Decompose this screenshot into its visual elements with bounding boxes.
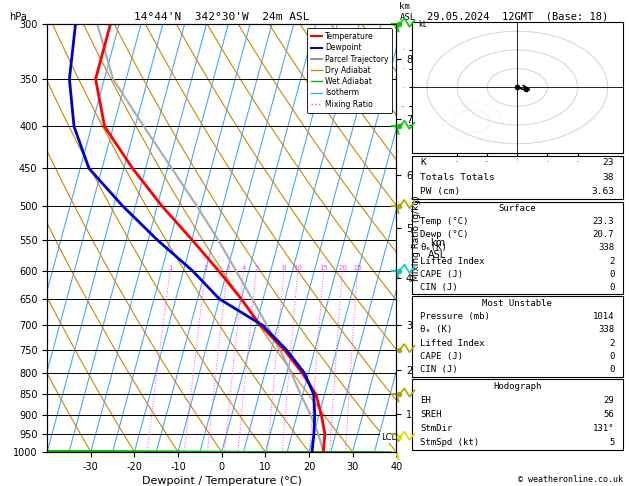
Text: 0: 0 xyxy=(609,365,615,375)
Text: Totals Totals: Totals Totals xyxy=(420,173,495,182)
Text: θₑ(K): θₑ(K) xyxy=(420,243,447,252)
Text: 15: 15 xyxy=(320,264,328,271)
Text: CIN (J): CIN (J) xyxy=(420,283,458,292)
Text: 14°44'N  342°30'W  24m ASL: 14°44'N 342°30'W 24m ASL xyxy=(134,12,309,22)
Text: 20: 20 xyxy=(338,264,347,271)
Text: Dewp (°C): Dewp (°C) xyxy=(420,230,469,239)
Text: Surface: Surface xyxy=(499,204,536,213)
Text: 3.63: 3.63 xyxy=(591,188,615,196)
Text: CIN (J): CIN (J) xyxy=(420,365,458,375)
Text: CAPE (J): CAPE (J) xyxy=(420,352,464,361)
Text: Lifted Index: Lifted Index xyxy=(420,257,485,265)
Text: 29: 29 xyxy=(604,396,615,405)
Text: 8: 8 xyxy=(282,264,286,271)
Text: 23.3: 23.3 xyxy=(593,217,615,226)
Text: StmDir: StmDir xyxy=(420,424,453,433)
Text: 10: 10 xyxy=(293,264,303,271)
Text: Most Unstable: Most Unstable xyxy=(482,298,552,308)
Text: hPa: hPa xyxy=(9,12,27,22)
Text: 25: 25 xyxy=(353,264,362,271)
Text: θₑ (K): θₑ (K) xyxy=(420,325,453,334)
Text: Temp (°C): Temp (°C) xyxy=(420,217,469,226)
Y-axis label: km
ASL: km ASL xyxy=(428,238,447,260)
Text: 0: 0 xyxy=(609,270,615,279)
Text: 56: 56 xyxy=(604,410,615,419)
Text: 20.7: 20.7 xyxy=(593,230,615,239)
Text: Pressure (mb): Pressure (mb) xyxy=(420,312,490,321)
Text: PW (cm): PW (cm) xyxy=(420,188,460,196)
Text: 23: 23 xyxy=(603,158,615,167)
Text: 5: 5 xyxy=(254,264,259,271)
Text: 4: 4 xyxy=(242,264,246,271)
Text: StmSpd (kt): StmSpd (kt) xyxy=(420,438,479,447)
Text: LCL: LCL xyxy=(381,433,396,442)
Text: © weatheronline.co.uk: © weatheronline.co.uk xyxy=(518,474,623,484)
Text: 29.05.2024  12GMT  (Base: 18): 29.05.2024 12GMT (Base: 18) xyxy=(426,12,608,22)
Text: 38: 38 xyxy=(603,173,615,182)
Text: CAPE (J): CAPE (J) xyxy=(420,270,464,279)
Text: 338: 338 xyxy=(598,325,615,334)
Text: K: K xyxy=(420,158,426,167)
Text: SREH: SREH xyxy=(420,410,442,419)
Text: 131°: 131° xyxy=(593,424,615,433)
Legend: Temperature, Dewpoint, Parcel Trajectory, Dry Adiabat, Wet Adiabat, Isotherm, Mi: Temperature, Dewpoint, Parcel Trajectory… xyxy=(307,28,392,112)
Text: km
ASL: km ASL xyxy=(399,2,416,22)
Text: 1: 1 xyxy=(168,264,172,271)
X-axis label: Dewpoint / Temperature (°C): Dewpoint / Temperature (°C) xyxy=(142,476,302,486)
Text: kt: kt xyxy=(418,20,426,30)
Text: Hodograph: Hodograph xyxy=(493,382,542,391)
Text: Mixing Ratio (g/kg): Mixing Ratio (g/kg) xyxy=(412,195,421,281)
Text: 0: 0 xyxy=(609,352,615,361)
Text: EH: EH xyxy=(420,396,431,405)
Text: 2: 2 xyxy=(203,264,208,271)
Text: 5: 5 xyxy=(609,438,615,447)
Text: 2: 2 xyxy=(609,339,615,348)
Text: 2: 2 xyxy=(609,257,615,265)
Text: 338: 338 xyxy=(598,243,615,252)
Text: 0: 0 xyxy=(609,283,615,292)
Text: Lifted Index: Lifted Index xyxy=(420,339,485,348)
Text: 1014: 1014 xyxy=(593,312,615,321)
Text: 3: 3 xyxy=(225,264,230,271)
